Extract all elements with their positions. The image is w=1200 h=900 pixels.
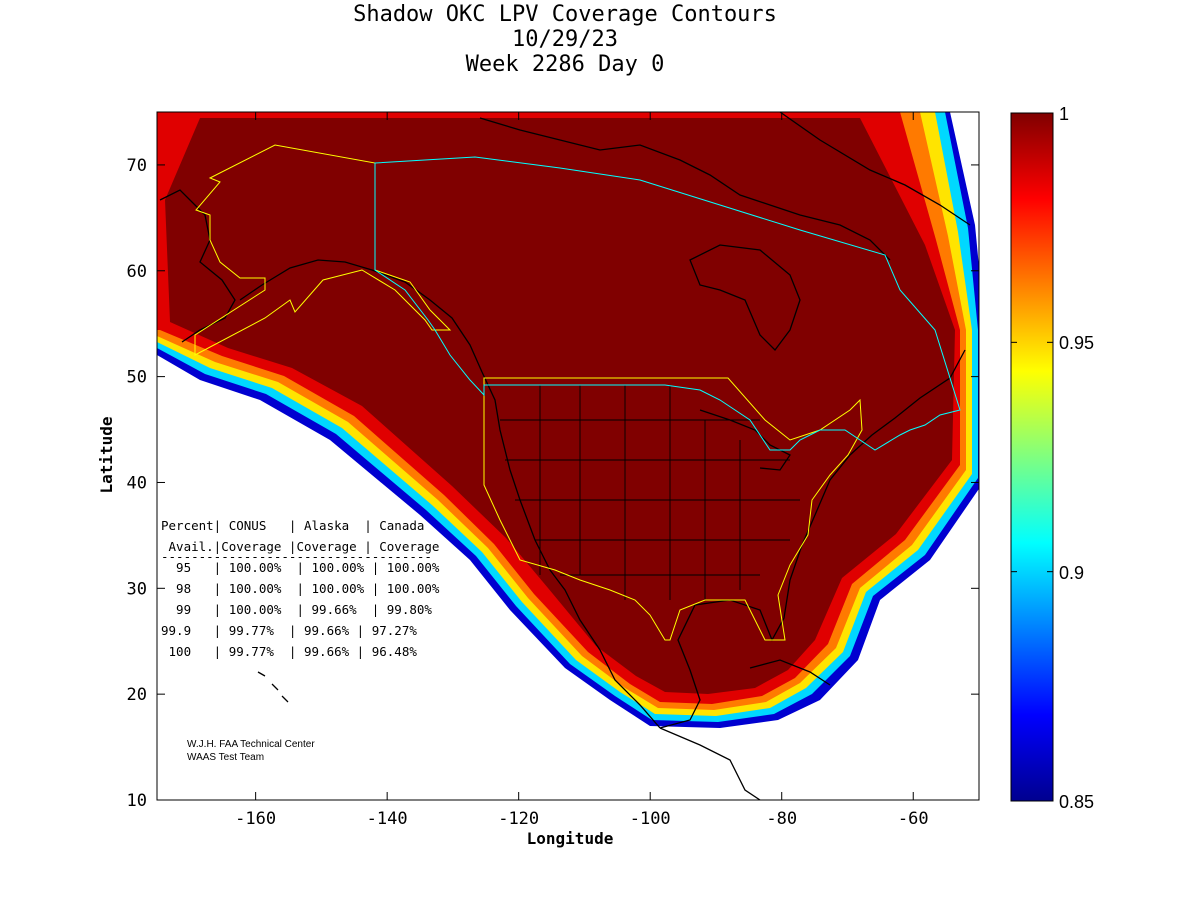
coastline-central-america [659, 727, 761, 800]
coastline-hawaii [257, 671, 289, 703]
coastlines [159, 112, 971, 800]
colorbar-label-095: 0.95 [1059, 333, 1094, 353]
x-tick-label: -140 [367, 809, 408, 829]
coastline-hudson-bay [689, 244, 801, 351]
conus-boundary [483, 377, 863, 641]
y-tick-label: 50 [127, 368, 147, 388]
table-row: 99 | 100.00% | 99.66% | 99.80% [161, 602, 432, 617]
table-row: 95 | 100.00% | 100.00% | 100.00% [161, 560, 440, 575]
chart-title-line1: Shadow OKC LPV Coverage Contours [353, 2, 777, 27]
coastline-gulf-east [659, 349, 966, 729]
coverage-table: Percent| CONUS | Alaska | Canada Avail.|… [161, 518, 440, 659]
credit-line-2: WAAS Test Team [187, 752, 264, 763]
chart-title-week: Week 2286 Day 0 [465, 52, 665, 77]
axis-tick-labels: -160 -140 -120 -100 -80 -60 10 20 30 40 50 60 70 [127, 156, 929, 829]
colorbar [1010, 112, 1054, 802]
y-tick-label: 60 [127, 262, 147, 282]
x-tick-label: -60 [898, 809, 929, 829]
axis-ticks [157, 112, 979, 801]
x-tick-label: -120 [498, 809, 539, 829]
coastline-arctic [479, 117, 891, 261]
x-tick-label: -100 [630, 809, 671, 829]
x-tick-label: -160 [235, 809, 276, 829]
table-header-1: Percent| CONUS | Alaska | Canada [161, 518, 424, 533]
table-header-2: Avail.|Coverage |Coverage | Coverage [161, 539, 439, 554]
coastline-west [481, 371, 661, 729]
coastline-greenland [779, 112, 971, 226]
y-axis-label: Latitude [97, 416, 116, 493]
y-tick-label: 30 [127, 579, 147, 599]
plot-frame [156, 111, 980, 801]
y-tick-label: 20 [127, 685, 147, 705]
coverage-contours [157, 112, 979, 800]
y-tick-label: 70 [127, 156, 147, 176]
y-tick-label: 10 [127, 791, 147, 811]
y-tick-label: 40 [127, 473, 147, 493]
canada-boundary [374, 156, 961, 451]
table-row: 100 | 99.77% | 99.66% | 96.48% [161, 644, 417, 659]
colorbar-label-090: 0.9 [1059, 563, 1084, 583]
colorbar-label-max: 1 [1059, 104, 1069, 124]
table-separator: ------------------------------------ [161, 549, 432, 564]
colorbar-label-min: 0.85 [1059, 792, 1094, 812]
credit-line-1: W.J.H. FAA Technical Center [187, 739, 315, 750]
table-row: 98 | 100.00% | 100.00% | 100.00% [161, 581, 440, 596]
colorbar-ticks [1011, 112, 1053, 802]
chart-title-date: 10/29/23 [512, 27, 618, 52]
table-row: 99.9 | 99.77% | 99.66% | 97.27% [161, 623, 417, 638]
contour-band-1.00 [165, 118, 955, 694]
x-axis-label: Longitude [527, 829, 614, 848]
coastline-cuba [749, 659, 831, 686]
state-boundaries [500, 385, 800, 600]
x-tick-label: -80 [766, 809, 797, 829]
